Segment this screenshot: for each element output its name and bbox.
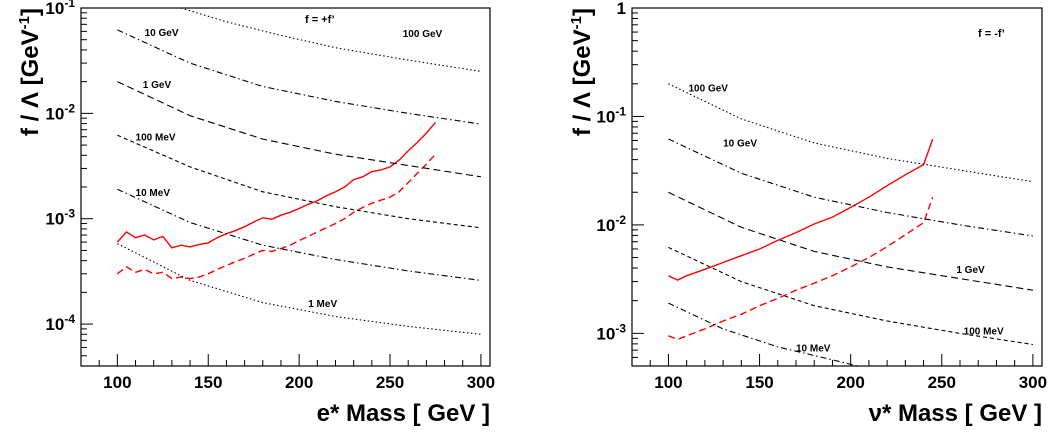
width-contour-line bbox=[668, 191, 1033, 291]
x-tick-label: 250 bbox=[376, 373, 404, 392]
observed-limit-line bbox=[668, 138, 934, 281]
contour-label: 100 GeV bbox=[688, 83, 728, 94]
width-contour-line bbox=[117, 188, 481, 281]
x-axis-title: ν* Mass [ GeV ] bbox=[869, 400, 1042, 427]
width-contour-line bbox=[117, 243, 481, 335]
contour-label: 10 GeV bbox=[145, 28, 179, 39]
y-tick-label: 10-4 bbox=[45, 312, 75, 334]
y-tick-label: 10-3 bbox=[45, 207, 75, 229]
width-contour-line bbox=[117, 134, 481, 229]
contour-label: 10 MeV bbox=[136, 188, 171, 199]
panel-tag: f = -f’ bbox=[978, 28, 1005, 40]
contour-label: 10 MeV bbox=[796, 344, 831, 355]
observed-limit-line bbox=[116, 121, 437, 249]
contour-label: 100 MeV bbox=[136, 133, 176, 144]
y-axis-title: f / Λ [GeV-1] bbox=[568, 8, 596, 136]
plot-frame bbox=[631, 7, 1043, 367]
contour-label: 1 GeV bbox=[143, 80, 172, 91]
x-tick-label: 100 bbox=[103, 373, 131, 392]
width-contour-line bbox=[668, 302, 860, 366]
expected-limit-line bbox=[668, 196, 934, 341]
contour-label: 1 MeV bbox=[308, 299, 337, 310]
x-tick-label: 250 bbox=[928, 373, 956, 392]
contour-label: 100 MeV bbox=[964, 326, 1004, 337]
x-tick-label: 300 bbox=[467, 373, 495, 392]
x-tick-label: 200 bbox=[836, 373, 864, 392]
width-contour-line bbox=[668, 138, 1033, 237]
contour-label: 100 GeV bbox=[403, 29, 443, 40]
x-tick-label: 150 bbox=[194, 373, 222, 392]
width-contour-line bbox=[117, 29, 481, 125]
width-contour-line bbox=[668, 246, 1033, 346]
x-tick-label: 200 bbox=[285, 373, 313, 392]
x-axis-title: e* Mass [ GeV ] bbox=[317, 400, 490, 427]
panel-tag: f = +f’ bbox=[305, 14, 335, 26]
x-tick-label: 300 bbox=[1019, 373, 1047, 392]
width-contour-line bbox=[668, 83, 1033, 183]
right-panel: 100 150 200 250 300 10-3 10-2 10-1 1 ν* Mass [ Ge… bbox=[568, 0, 1047, 427]
y-tick-label: 10-2 bbox=[596, 213, 626, 235]
x-tick-label: 100 bbox=[654, 373, 682, 392]
contour-label: 1 GeV bbox=[956, 265, 985, 276]
y-tick-label: 10-1 bbox=[596, 104, 626, 126]
contour-label: 10 GeV bbox=[723, 138, 757, 149]
left-panel: 100 150 200 250 300 10-4 10-3 10-2 10-1 e* Mass [… bbox=[16, 0, 495, 427]
y-tick-label: 10-2 bbox=[45, 101, 75, 123]
y-tick-label: 10-1 bbox=[45, 0, 75, 18]
y-tick-label: 10-3 bbox=[596, 321, 626, 343]
y-tick-label: 1 bbox=[617, 0, 626, 18]
width-contour-line bbox=[117, 81, 481, 178]
x-tick-label: 150 bbox=[745, 373, 773, 392]
y-axis-title: f / Λ [GeV-1] bbox=[16, 8, 44, 136]
expected-limit-line bbox=[116, 153, 437, 280]
